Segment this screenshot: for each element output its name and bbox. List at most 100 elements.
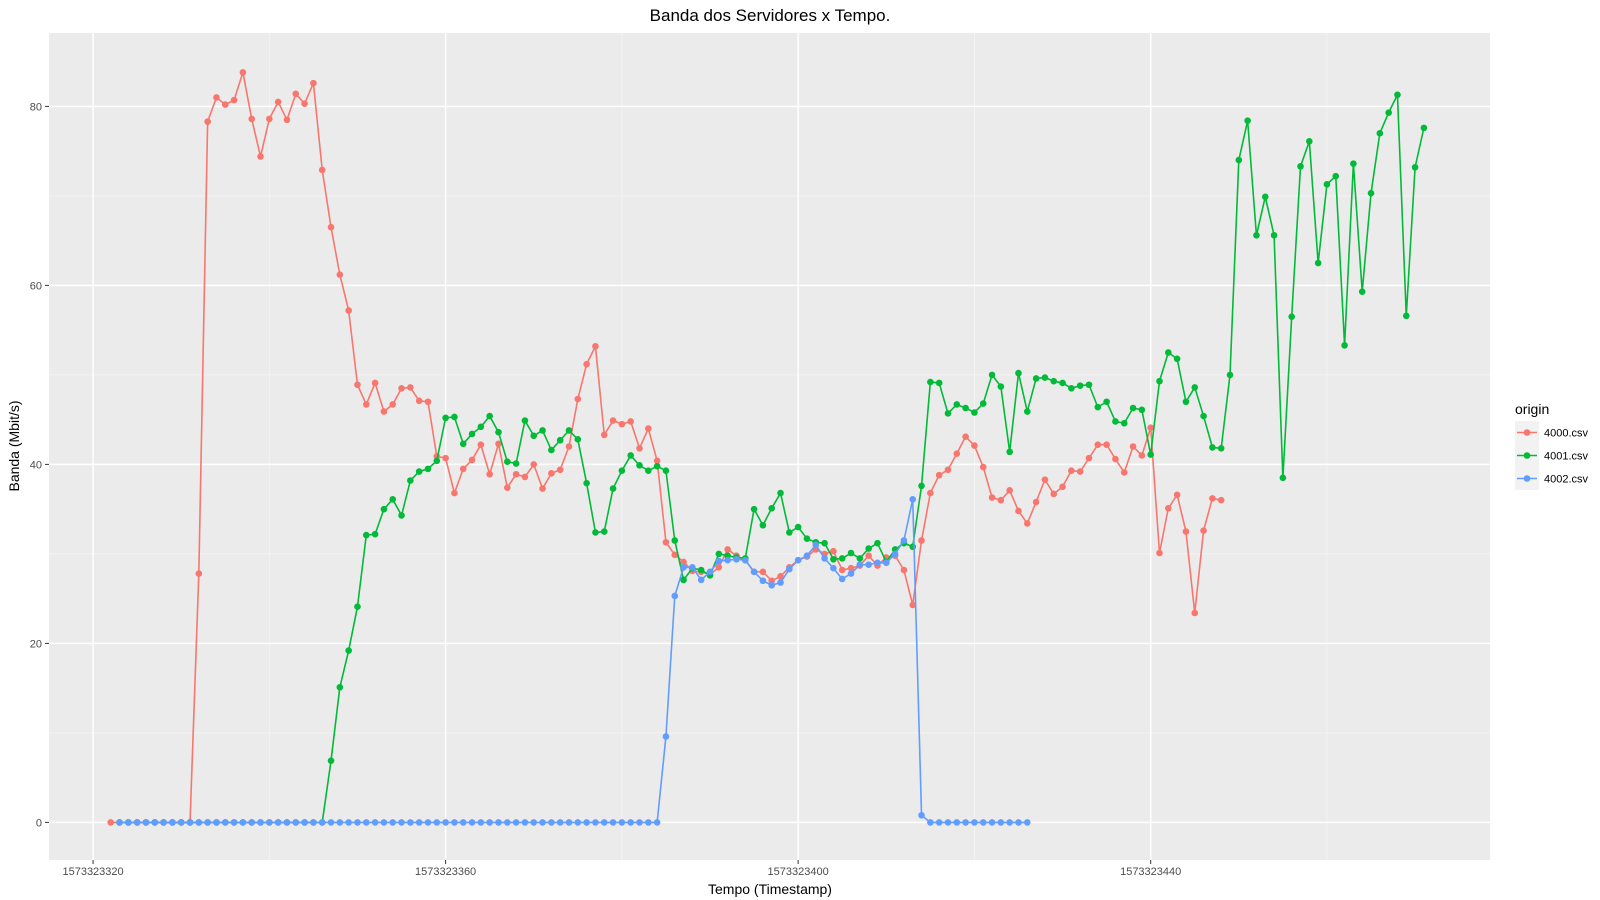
data-point	[600, 528, 608, 535]
data-point	[794, 523, 802, 531]
data-point	[583, 819, 590, 826]
data-point	[407, 384, 414, 391]
data-point	[618, 467, 626, 474]
data-point	[1209, 495, 1216, 502]
data-point	[213, 819, 220, 826]
data-point	[336, 271, 344, 278]
data-point	[715, 564, 723, 571]
data-point	[486, 819, 493, 826]
legend-key-point	[1523, 429, 1531, 436]
data-point	[451, 413, 458, 421]
legend-label: 4001.csv	[1544, 451, 1589, 463]
data-point	[257, 819, 264, 826]
data-point	[336, 683, 344, 691]
data-point	[442, 819, 449, 826]
data-point	[583, 360, 590, 368]
data-point	[1323, 180, 1331, 188]
data-point	[539, 485, 546, 492]
data-point	[865, 545, 872, 552]
data-point	[979, 819, 987, 826]
data-point	[636, 819, 643, 826]
data-point	[645, 467, 652, 474]
data-point	[565, 427, 573, 434]
data-point	[592, 529, 599, 536]
data-point	[530, 461, 538, 468]
data-point	[979, 463, 987, 471]
data-point	[424, 819, 432, 826]
data-point	[1288, 313, 1295, 321]
data-point	[398, 385, 405, 392]
data-point	[486, 470, 493, 478]
data-point	[530, 432, 538, 440]
data-point	[865, 552, 872, 559]
data-point	[1094, 403, 1102, 411]
data-point	[759, 568, 767, 576]
data-point	[380, 819, 388, 826]
data-point	[221, 101, 229, 108]
data-point	[997, 383, 1005, 390]
data-point	[1050, 490, 1058, 498]
data-point	[909, 543, 917, 551]
legend: origin 4000.csv 4001.csv 4002.csv	[1515, 401, 1589, 490]
data-point	[645, 425, 652, 432]
data-point	[1244, 117, 1251, 125]
data-point	[327, 223, 335, 231]
data-point	[715, 557, 723, 565]
data-point	[512, 819, 520, 826]
data-point	[1367, 189, 1375, 197]
data-point	[653, 462, 661, 470]
data-point	[953, 450, 961, 457]
data-point	[653, 457, 661, 465]
data-point	[1217, 444, 1225, 452]
data-point	[803, 535, 811, 542]
data-point	[1094, 441, 1102, 449]
data-point	[1332, 172, 1340, 180]
data-point	[433, 457, 441, 465]
data-point	[1032, 498, 1040, 506]
data-point	[1314, 259, 1322, 267]
data-point	[1191, 609, 1199, 617]
data-point	[1023, 819, 1031, 826]
data-point	[565, 443, 573, 450]
data-point	[521, 819, 529, 826]
data-point	[618, 819, 626, 826]
data-point	[548, 470, 555, 477]
data-point	[1279, 474, 1287, 482]
data-point	[794, 556, 802, 564]
data-point	[627, 452, 634, 459]
data-point	[548, 819, 555, 826]
data-point	[142, 819, 150, 826]
data-point	[195, 819, 203, 826]
data-point	[812, 541, 820, 549]
data-point	[935, 819, 943, 826]
data-point	[186, 819, 194, 826]
x-tick-label: 1573323360	[415, 866, 476, 878]
x-tick-label: 1573323320	[62, 866, 123, 878]
data-point	[662, 733, 670, 740]
grid-major	[49, 33, 1490, 860]
y-tick-label: 80	[30, 101, 42, 113]
data-point	[204, 819, 211, 826]
data-point	[1306, 138, 1313, 145]
data-point	[627, 418, 634, 425]
data-point	[239, 819, 247, 826]
data-point	[1138, 452, 1146, 459]
data-point	[451, 819, 458, 826]
data-point	[239, 69, 247, 76]
data-point	[371, 819, 379, 826]
data-point	[918, 482, 925, 490]
data-point	[935, 471, 943, 479]
data-point	[1156, 549, 1163, 557]
data-point	[1165, 349, 1172, 356]
data-point	[777, 579, 784, 586]
data-point	[1041, 374, 1049, 381]
data-point	[1050, 377, 1058, 385]
series-4002-csv	[116, 496, 1031, 826]
data-point	[1112, 455, 1119, 463]
data-point	[592, 342, 599, 350]
data-point	[1112, 418, 1119, 425]
data-point	[636, 462, 643, 469]
data-point	[459, 819, 467, 826]
data-point	[1165, 504, 1172, 512]
data-point	[1068, 467, 1075, 474]
